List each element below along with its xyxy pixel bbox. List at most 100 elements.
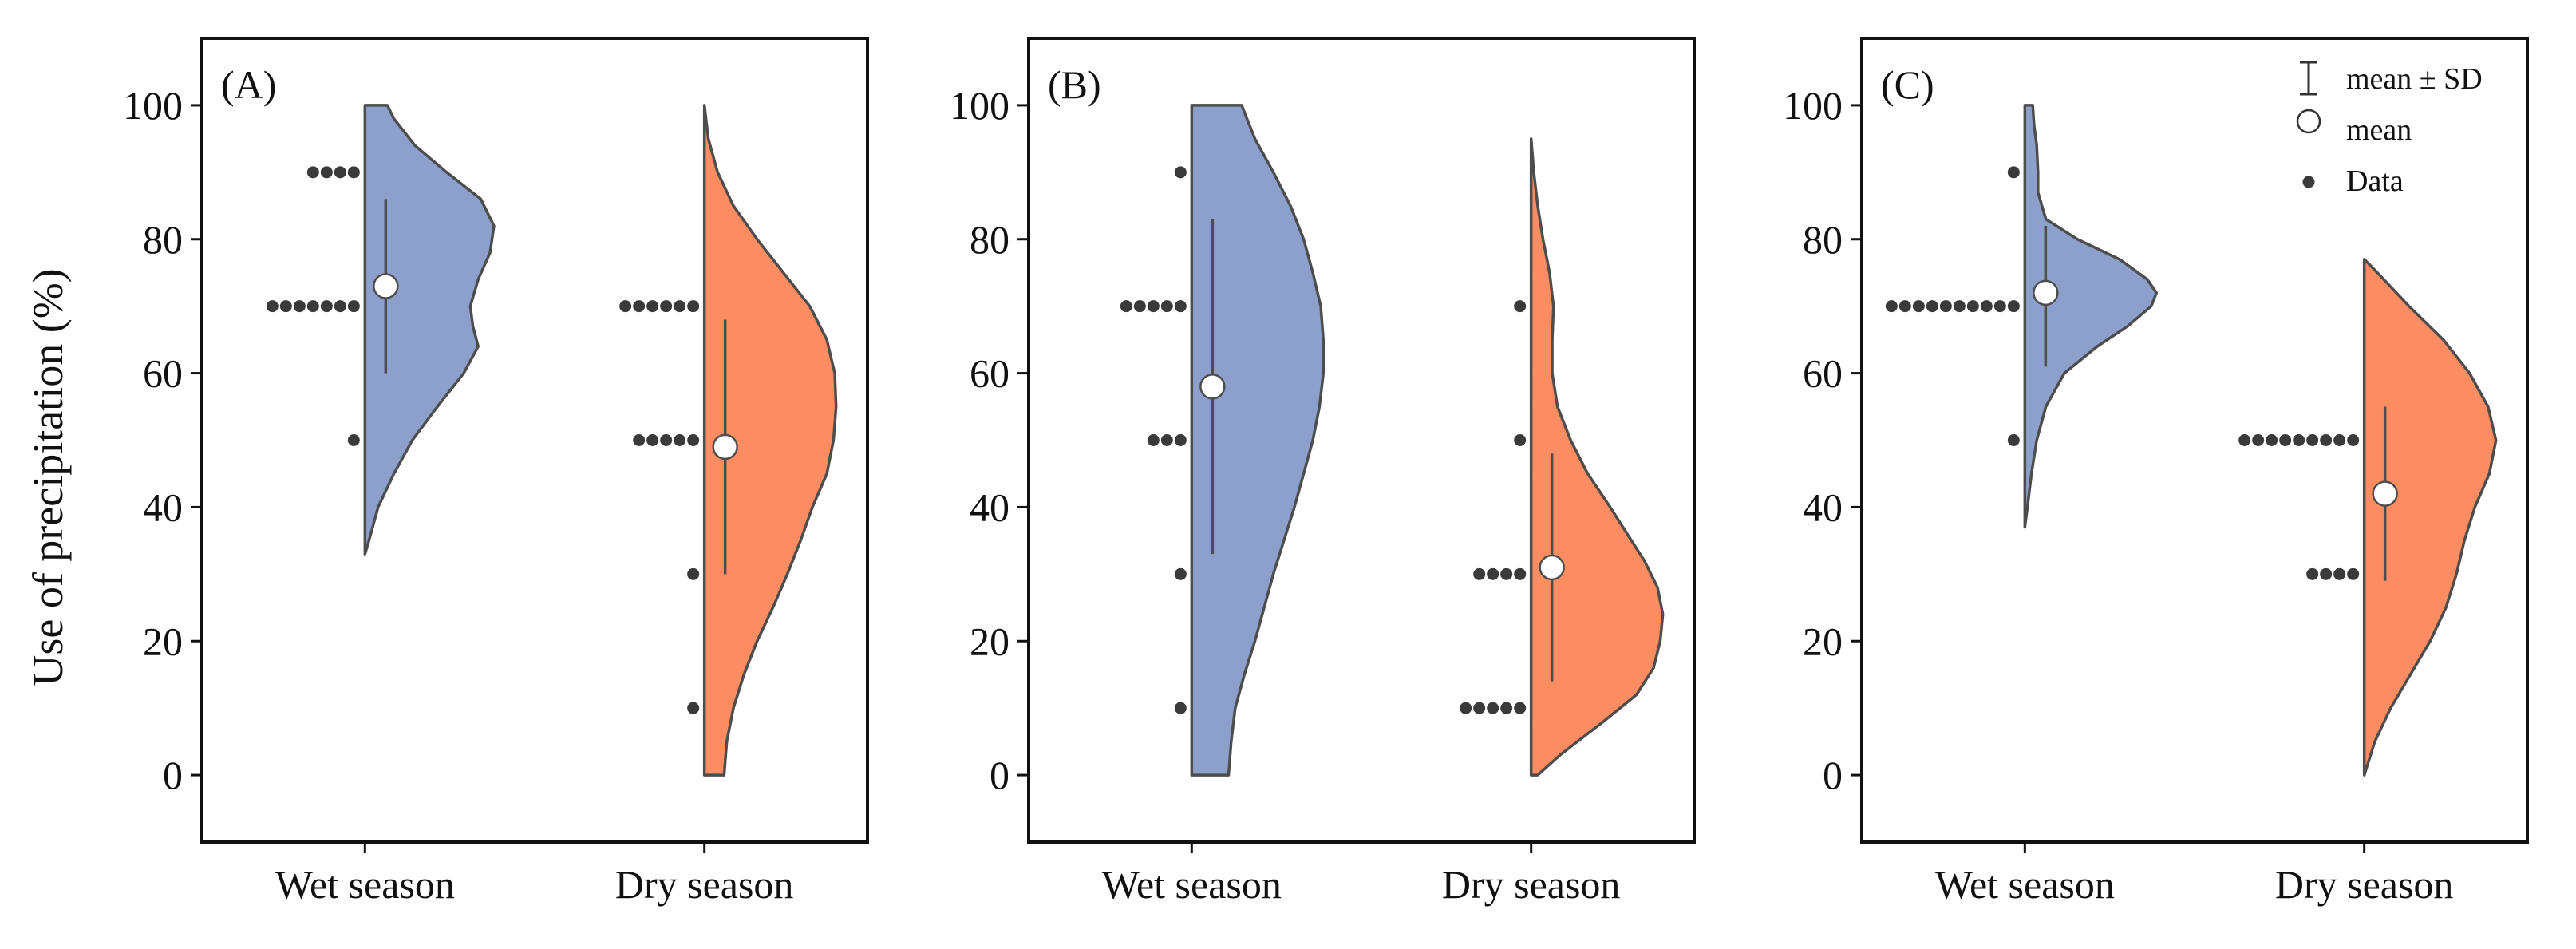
data-point <box>1926 300 1938 313</box>
data-point <box>674 434 686 446</box>
data-point <box>2252 434 2265 446</box>
data-point <box>1966 300 1979 313</box>
y-tick-label: 60 <box>143 351 183 396</box>
legend-label: Data <box>2346 164 2404 198</box>
data-point <box>266 300 279 313</box>
data-point <box>334 300 346 313</box>
data-point <box>1912 300 1925 313</box>
data-point <box>660 434 673 446</box>
data-point <box>1174 702 1187 714</box>
y-axis-title: Use of precipitation (%) <box>24 268 72 686</box>
data-point <box>1473 567 1486 580</box>
data-point <box>1487 567 1499 580</box>
data-point <box>1174 434 1187 446</box>
data-point <box>1514 702 1527 714</box>
data-point <box>347 300 360 313</box>
legend-symbol-mean <box>2296 109 2321 134</box>
data-point <box>1147 300 1160 313</box>
mean-marker <box>1199 374 1226 400</box>
data-point <box>2320 567 2333 580</box>
data-point <box>2007 434 2020 446</box>
legend: mean ± SD mean Data <box>2296 61 2483 198</box>
x-tick-label: Wet season <box>275 862 455 907</box>
data-point <box>1953 300 1966 313</box>
y-tick-label: 80 <box>143 217 183 262</box>
data-point <box>1500 567 1513 580</box>
violin-wet <box>363 104 496 556</box>
data-point <box>2007 166 2020 179</box>
data-point <box>2293 434 2305 446</box>
data-point <box>1174 300 1187 313</box>
data-point <box>347 434 360 446</box>
panel-frame <box>1860 37 2529 844</box>
panel-label: (B) <box>1048 62 1101 107</box>
y-tick-label: 80 <box>970 217 1009 262</box>
data-point <box>1147 434 1160 446</box>
data-point <box>306 166 319 179</box>
data-point <box>687 567 700 580</box>
violin-wet <box>2023 104 2159 529</box>
data-point <box>1120 300 1132 313</box>
mean-marker <box>1539 554 1565 581</box>
data-point <box>1487 702 1499 714</box>
data-point <box>2320 434 2333 446</box>
y-tick-label: 40 <box>970 484 1009 529</box>
data-point <box>2306 567 2319 580</box>
data-point <box>2007 300 2020 313</box>
violin-wet <box>1190 104 1326 777</box>
data-point <box>687 300 700 313</box>
mean-marker <box>2033 279 2059 306</box>
data-point <box>2279 434 2292 446</box>
data-point <box>1133 300 1146 313</box>
violin-dry <box>2362 258 2498 777</box>
data-point <box>660 300 673 313</box>
data-point <box>1160 434 1173 446</box>
data-point <box>1885 300 1898 313</box>
panel: 0 20 40 60 80 100 Wet season Dry season (C) <box>1783 37 2529 907</box>
y-tick-label: 60 <box>1803 351 1843 396</box>
panel-label: (A) <box>221 62 276 107</box>
data-point <box>1500 702 1513 714</box>
data-point <box>2347 434 2360 446</box>
data-point <box>279 300 292 313</box>
panel-frame <box>1027 37 1696 844</box>
data-point <box>674 300 686 313</box>
x-tick-label: Dry season <box>2275 862 2454 907</box>
violin-dry <box>702 104 838 777</box>
y-tick-label: 20 <box>970 619 1009 663</box>
y-tick-label: 20 <box>143 619 183 663</box>
x-tick-label: Wet season <box>1935 862 2115 907</box>
data-point <box>1514 300 1527 313</box>
legend-label: mean ± SD <box>2346 62 2483 96</box>
x-tick-label: Dry season <box>615 862 794 907</box>
data-point <box>1174 166 1187 179</box>
x-tick-label: Dry season <box>1442 862 1621 907</box>
y-tick-label: 100 <box>123 83 183 128</box>
data-point <box>687 434 700 446</box>
y-tick-label: 40 <box>143 484 183 529</box>
panel-label: (C) <box>1881 62 1934 107</box>
data-point <box>320 300 333 313</box>
mean-marker <box>712 433 738 461</box>
legend-label: mean <box>2346 113 2412 147</box>
data-point <box>2306 434 2319 446</box>
y-tick-label: 60 <box>970 351 1009 396</box>
data-point <box>293 300 306 313</box>
data-point <box>1460 702 1472 714</box>
data-point <box>633 434 646 446</box>
data-point <box>2266 434 2278 446</box>
data-point <box>320 166 333 179</box>
y-tick-label: 100 <box>950 83 1009 128</box>
data-point <box>2333 567 2346 580</box>
violin-dry <box>1529 137 1665 777</box>
data-point <box>687 702 700 714</box>
data-point <box>347 166 360 179</box>
data-point <box>2347 567 2360 580</box>
data-point <box>633 300 646 313</box>
y-tick-label: 0 <box>990 753 1009 797</box>
panels: 0 20 40 60 80 100 Wet season Dry season (A) 0 20 40… <box>123 37 2529 907</box>
mean-marker <box>2372 480 2398 507</box>
data-point <box>2238 434 2251 446</box>
data-point <box>2333 434 2346 446</box>
